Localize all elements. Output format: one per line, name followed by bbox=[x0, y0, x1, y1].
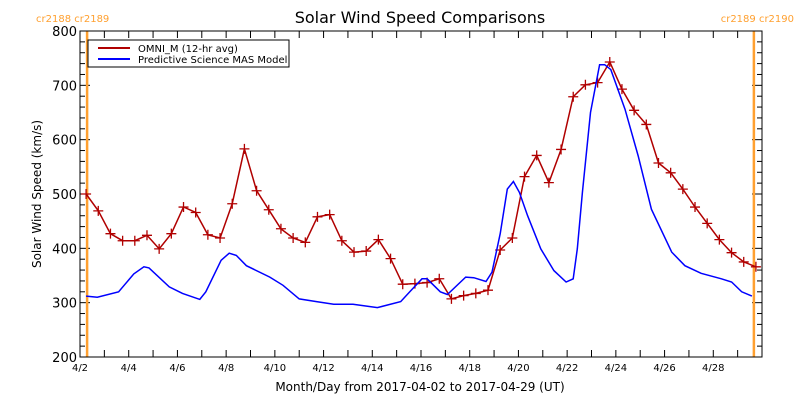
data-point bbox=[726, 247, 737, 258]
data-point bbox=[361, 246, 372, 257]
chart-marks bbox=[81, 31, 761, 357]
legend-label-mas: Predictive Science MAS Model bbox=[138, 55, 287, 66]
data-point bbox=[653, 158, 664, 169]
x-tick-label: 4/10 bbox=[264, 363, 286, 374]
data-point bbox=[215, 233, 226, 244]
data-point bbox=[324, 209, 335, 220]
data-point bbox=[531, 150, 542, 161]
data-point bbox=[178, 202, 189, 213]
x-tick-label: 4/16 bbox=[410, 363, 432, 374]
data-point bbox=[434, 273, 445, 284]
marker-label-right: cr2189 cr2190 bbox=[721, 14, 794, 25]
y-tick-label: 400 bbox=[52, 242, 77, 257]
data-point bbox=[738, 256, 749, 267]
data-point bbox=[190, 207, 201, 218]
x-tick-label: 4/6 bbox=[169, 363, 185, 374]
x-tick-label: 4/20 bbox=[507, 363, 529, 374]
x-axis-label: Month/Day from 2017-04-02 to 2017-04-29 … bbox=[275, 380, 564, 394]
data-point bbox=[665, 167, 676, 178]
y-tick-label: 800 bbox=[52, 25, 77, 40]
y-axis-label: Solar Wind Speed (km/s) bbox=[30, 120, 44, 268]
y-tick-label: 600 bbox=[52, 134, 77, 149]
marker-label-left: cr2188 cr2189 bbox=[36, 14, 109, 25]
data-point bbox=[300, 237, 311, 248]
x-tick-label: 4/24 bbox=[605, 363, 627, 374]
data-point bbox=[373, 234, 384, 245]
data-point bbox=[202, 229, 213, 240]
series-line-1 bbox=[86, 63, 753, 309]
data-point bbox=[470, 288, 481, 299]
data-point bbox=[336, 235, 347, 246]
data-point bbox=[482, 285, 493, 296]
data-point bbox=[93, 205, 104, 216]
x-tick-label: 4/22 bbox=[556, 363, 578, 374]
y-tick-label: 500 bbox=[52, 188, 77, 203]
legend-label-omni: OMNI_M (12-hr avg) bbox=[138, 44, 238, 55]
data-point bbox=[568, 91, 579, 102]
y-tick-label: 700 bbox=[52, 79, 77, 94]
y-tick-label: 200 bbox=[52, 351, 77, 366]
x-tick-label: 4/18 bbox=[458, 363, 480, 374]
data-point bbox=[580, 79, 591, 90]
chart-title: Solar Wind Speed Comparisons bbox=[295, 8, 546, 27]
data-point bbox=[349, 247, 360, 258]
data-point bbox=[702, 218, 713, 229]
data-point bbox=[629, 105, 640, 116]
x-tick-label: 4/26 bbox=[653, 363, 675, 374]
series-line-0 bbox=[85, 60, 757, 300]
x-tick-label: 4/2 bbox=[72, 363, 88, 374]
data-point bbox=[166, 228, 177, 239]
data-point bbox=[592, 77, 603, 88]
data-point bbox=[251, 185, 262, 196]
data-point bbox=[81, 189, 92, 199]
data-point bbox=[714, 234, 725, 245]
data-point bbox=[690, 202, 701, 213]
data-point bbox=[154, 243, 165, 254]
data-point bbox=[117, 235, 128, 246]
x-tick-label: 4/28 bbox=[702, 363, 724, 374]
data-point bbox=[227, 198, 238, 209]
data-point bbox=[677, 184, 688, 195]
data-point bbox=[519, 171, 530, 182]
data-point bbox=[750, 261, 761, 272]
data-point bbox=[543, 177, 554, 188]
data-point bbox=[263, 204, 274, 215]
data-point bbox=[239, 143, 250, 154]
data-point bbox=[458, 290, 469, 301]
data-point bbox=[446, 293, 457, 304]
data-point bbox=[397, 279, 408, 290]
data-point bbox=[141, 230, 152, 241]
y-tick-label: 300 bbox=[52, 297, 77, 312]
legend-box bbox=[87, 39, 290, 68]
data-point bbox=[312, 211, 323, 222]
data-point bbox=[275, 223, 286, 234]
data-point bbox=[105, 228, 116, 239]
data-point bbox=[288, 233, 299, 244]
data-point bbox=[556, 144, 567, 155]
x-tick-label: 4/8 bbox=[218, 363, 234, 374]
data-point bbox=[507, 233, 518, 244]
data-point bbox=[385, 253, 396, 264]
x-tick-label: 4/12 bbox=[312, 363, 334, 374]
axes: 200 300 400 500 600 700 800 4/2 4/4 4/6 4/8 4/10 4/1… bbox=[52, 25, 763, 374]
x-tick-label: 4/4 bbox=[121, 363, 137, 374]
x-tick-label: 4/14 bbox=[361, 363, 383, 374]
plot-frame bbox=[79, 30, 763, 358]
data-point bbox=[129, 235, 140, 246]
data-point bbox=[641, 119, 652, 130]
data-point bbox=[616, 84, 627, 95]
legend: OMNI_M (12-hr avg) Predictive Science MA… bbox=[87, 39, 290, 68]
data-point bbox=[604, 56, 615, 67]
